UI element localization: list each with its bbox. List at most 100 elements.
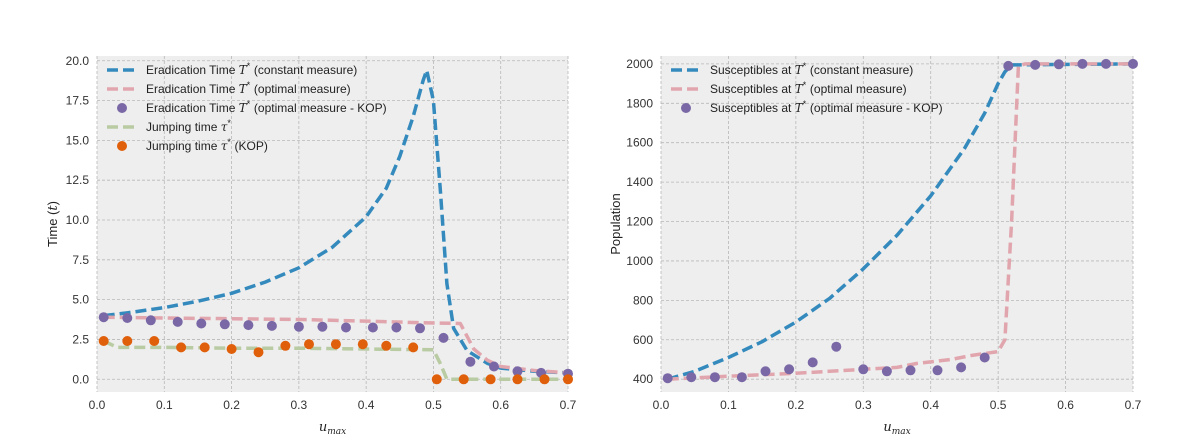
x-tick-label: 0.7 bbox=[1125, 398, 1142, 412]
legend-item: Eradication Time T* (optimal measure) bbox=[107, 80, 351, 96]
series-line bbox=[103, 315, 569, 375]
y-tick-label: 5.0 bbox=[72, 293, 89, 307]
x-tick-label: 0.1 bbox=[156, 398, 173, 412]
data-point bbox=[293, 321, 304, 332]
y-tick-label: 1600 bbox=[626, 136, 653, 150]
x-axis-label: umax bbox=[319, 420, 346, 437]
series-1 bbox=[103, 68, 569, 375]
data-point bbox=[196, 318, 207, 329]
legend-swatch-marker bbox=[117, 141, 127, 151]
legend-swatch-marker bbox=[117, 103, 127, 113]
data-point bbox=[122, 336, 133, 346]
legend-item: Susceptibles at T* (optimal measure - KO… bbox=[681, 99, 943, 115]
data-point bbox=[458, 374, 469, 385]
y-tick-label: 15.0 bbox=[66, 133, 90, 147]
y-tick-label: 1200 bbox=[626, 215, 653, 229]
legend-item: Jumping time τ* (KOP) bbox=[117, 137, 268, 153]
data-point bbox=[243, 320, 254, 331]
data-point bbox=[512, 374, 523, 385]
series-2 bbox=[667, 62, 1133, 381]
data-point bbox=[465, 356, 476, 367]
x-tick-label: 0.2 bbox=[788, 398, 805, 412]
legend-item: Susceptibles at T* (constant measure) bbox=[671, 61, 913, 77]
y-tick-label: 2000 bbox=[626, 57, 653, 71]
series-1 bbox=[667, 62, 1134, 381]
x-tick-label: 0.3 bbox=[291, 398, 308, 412]
data-point bbox=[431, 374, 442, 385]
data-point bbox=[381, 340, 392, 351]
data-point bbox=[367, 322, 378, 333]
y-tick-label: 1800 bbox=[626, 96, 653, 110]
series-4 bbox=[102, 339, 568, 382]
data-point bbox=[330, 339, 341, 350]
data-point bbox=[858, 364, 869, 375]
data-point bbox=[489, 361, 499, 372]
data-point bbox=[304, 339, 314, 350]
data-point bbox=[266, 320, 277, 331]
legend-label: Susceptibles at T* (constant measure) bbox=[710, 61, 913, 77]
data-point bbox=[438, 332, 449, 343]
data-point bbox=[122, 313, 133, 323]
legend-label: Eradication Time T* (optimal measure) bbox=[146, 80, 351, 96]
series-line bbox=[667, 62, 1133, 381]
x-tick-label: 0.0 bbox=[653, 398, 670, 412]
legend-label: Jumping time τ* bbox=[146, 118, 231, 134]
legend-label: Eradication Time T* (optimal measure - K… bbox=[146, 99, 387, 115]
y-tick-label: 2.5 bbox=[72, 332, 89, 346]
y-tick-label: 1000 bbox=[626, 254, 653, 268]
y-tick-label: 800 bbox=[633, 293, 653, 307]
data-point bbox=[280, 340, 291, 351]
x-tick-label: 0.4 bbox=[922, 398, 939, 412]
y-tick-label: 12.5 bbox=[66, 173, 90, 187]
legend-label: Susceptibles at T* (optimal measure) bbox=[710, 80, 907, 96]
x-tick-label: 0.0 bbox=[89, 398, 106, 412]
data-point bbox=[408, 342, 419, 353]
x-tick-label: 0.2 bbox=[223, 398, 240, 412]
series-3 bbox=[662, 58, 1138, 384]
y-axis-label: Population bbox=[608, 193, 623, 254]
legend-swatch-marker bbox=[681, 103, 691, 113]
x-tick-label: 0.7 bbox=[560, 398, 577, 412]
data-point bbox=[98, 336, 109, 346]
data-point bbox=[1077, 58, 1088, 69]
data-point bbox=[317, 321, 328, 332]
y-tick-label: 7.5 bbox=[72, 253, 89, 267]
data-point bbox=[563, 374, 573, 385]
data-point bbox=[905, 365, 916, 376]
data-point bbox=[98, 312, 109, 323]
data-point bbox=[341, 322, 351, 333]
grid bbox=[660, 56, 1134, 392]
data-point bbox=[1128, 58, 1138, 69]
data-point bbox=[760, 366, 771, 377]
legend-label: Susceptibles at T* (optimal measure - KO… bbox=[710, 99, 943, 115]
legend: Susceptibles at T* (constant measure) Sus… bbox=[671, 61, 943, 115]
data-point bbox=[1030, 59, 1041, 70]
data-point bbox=[979, 352, 990, 363]
data-point bbox=[807, 357, 818, 368]
data-point bbox=[831, 341, 842, 352]
x-tick-label: 0.5 bbox=[990, 398, 1007, 412]
x-tick-label: 0.6 bbox=[1057, 398, 1074, 412]
y-tick-label: 1400 bbox=[626, 175, 653, 189]
data-point bbox=[881, 366, 892, 377]
y-tick-label: 20.0 bbox=[66, 54, 90, 68]
x-axis-label: umax bbox=[883, 420, 910, 437]
x-tick-label: 0.4 bbox=[358, 398, 375, 412]
data-point bbox=[686, 372, 697, 383]
series-5 bbox=[98, 336, 573, 385]
data-point bbox=[539, 374, 550, 385]
series-2 bbox=[103, 315, 569, 375]
x-tick-label: 0.5 bbox=[425, 398, 442, 412]
data-point bbox=[149, 336, 160, 346]
data-point bbox=[253, 347, 264, 358]
data-point bbox=[172, 316, 183, 327]
data-point bbox=[1101, 58, 1111, 69]
x-tick-label: 0.1 bbox=[720, 398, 737, 412]
data-point bbox=[662, 373, 673, 384]
series-line bbox=[667, 62, 1134, 381]
y-tick-label: 600 bbox=[633, 333, 653, 347]
data-point bbox=[512, 366, 523, 377]
data-point bbox=[736, 372, 747, 383]
series-line bbox=[103, 68, 569, 375]
